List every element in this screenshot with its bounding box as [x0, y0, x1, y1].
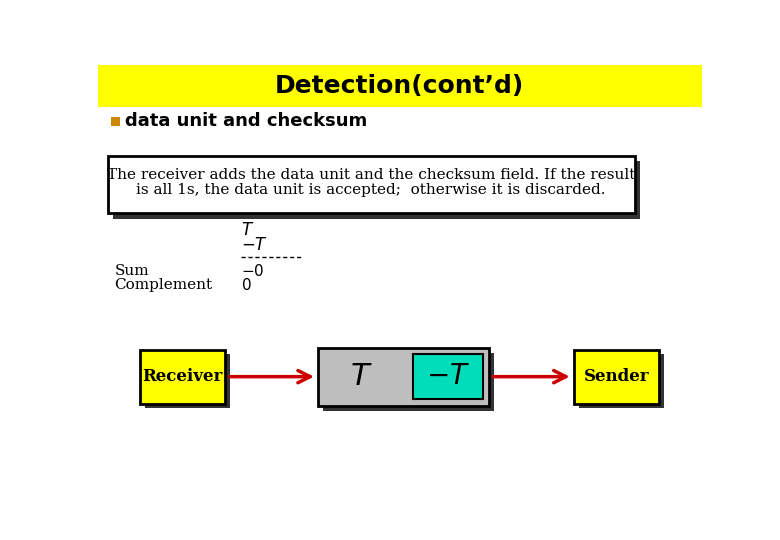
Text: data unit and checksum: data unit and checksum: [126, 112, 367, 130]
Bar: [112, 117, 120, 126]
Bar: [579, 354, 664, 408]
Text: The receiver adds the data unit and the checksum field. If the result: The receiver adds the data unit and the …: [107, 168, 635, 182]
Text: Sum: Sum: [115, 264, 149, 278]
Text: $T$: $T$: [241, 222, 254, 239]
Text: $-0$: $-0$: [241, 263, 264, 279]
Text: $0$: $0$: [241, 277, 251, 293]
Bar: [413, 354, 483, 399]
Bar: [574, 350, 659, 403]
Bar: [113, 161, 640, 219]
Text: Sender: Sender: [584, 368, 650, 385]
Text: is all 1s, the data unit is accepted;  otherwise it is discarded.: is all 1s, the data unit is accepted; ot…: [136, 183, 606, 197]
Text: Complement: Complement: [115, 278, 213, 292]
Text: $T$: $T$: [349, 361, 372, 392]
Bar: [108, 156, 635, 213]
Text: Detection(cont’d): Detection(cont’d): [275, 75, 524, 98]
Bar: [318, 348, 489, 406]
Bar: [140, 350, 225, 403]
Text: $-T$: $-T$: [241, 237, 268, 254]
Bar: [98, 65, 702, 107]
Bar: [145, 354, 230, 408]
Bar: [323, 353, 494, 410]
Text: Receiver: Receiver: [143, 368, 223, 385]
Text: $-T$: $-T$: [426, 363, 470, 390]
